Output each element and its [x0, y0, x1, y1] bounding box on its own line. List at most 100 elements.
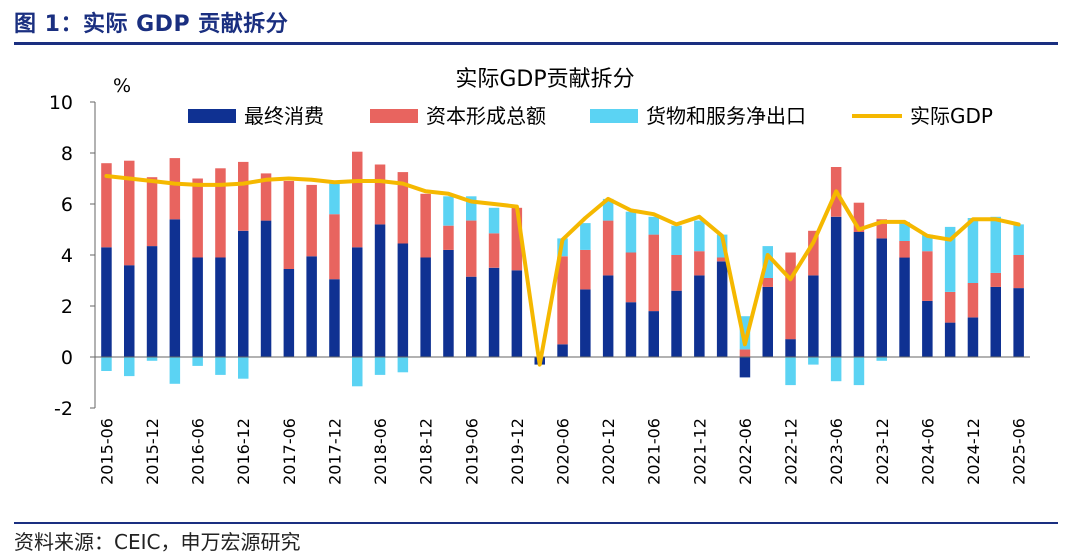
x-tick-label: 2015-12 [143, 418, 162, 485]
net-exports-bar [739, 316, 751, 350]
x-tick-label: 2017-12 [325, 418, 344, 485]
y-tick-label: -2 [54, 398, 73, 420]
y-tick-label: 2 [61, 296, 73, 318]
net-exports-bar [694, 220, 705, 252]
x-tick-label: 2019-06 [462, 418, 481, 485]
capital-formation-bar [146, 177, 158, 247]
capital-formation-bar [922, 251, 933, 301]
net-exports-bar [192, 357, 203, 366]
consumption-bar [374, 224, 386, 357]
net-exports-bar [101, 357, 112, 371]
net-exports-bar [329, 183, 340, 215]
consumption-bar [101, 247, 112, 357]
capital-formation-bar [420, 193, 431, 258]
x-tick-label: 2022-06 [736, 418, 755, 485]
y-tick-label: 0 [61, 347, 73, 369]
y-tick-label: 8 [61, 143, 73, 165]
legend-net-exports-label: 货物和服务净出口 [646, 104, 806, 128]
capital-formation-bar [990, 272, 1001, 287]
x-tick-label: 2021-06 [645, 418, 664, 485]
x-tick-label: 2018-12 [417, 418, 436, 485]
consumption-bar [511, 270, 523, 357]
capital-formation-bar [785, 252, 796, 340]
capital-formation-bar [488, 233, 500, 268]
net-exports-bar [238, 357, 249, 379]
consumption-bar [671, 290, 682, 357]
gdp-contribution-chart: -2 0 2 4 6 8 10 2015-06 2015-12 2016-06 2016-12 201… [49, 67, 1030, 485]
net-exports-bar [967, 218, 979, 283]
consumption-bar [830, 216, 842, 358]
capital-formation-bar [238, 161, 249, 231]
capital-formation-bar [648, 234, 659, 312]
legend-consumption-swatch [188, 109, 236, 123]
x-tick-label: 2018-06 [371, 418, 390, 485]
capital-formation-bar [876, 219, 887, 239]
x-tick-label: 2016-12 [234, 418, 253, 485]
capital-formation-bar [762, 278, 773, 287]
y-tick-label: 6 [61, 194, 73, 216]
net-exports-bar [397, 357, 409, 373]
consumption-bar [808, 275, 819, 357]
x-tick-label: 2021-12 [690, 418, 709, 485]
capital-formation-bar [443, 225, 454, 250]
consumption-bar [306, 256, 317, 357]
net-exports-bar [580, 223, 591, 250]
net-exports-bar [808, 357, 819, 365]
x-tick-label: 2019-12 [508, 418, 527, 485]
y-tick-label: 4 [61, 245, 73, 267]
x-tick-label: 2024-12 [964, 418, 983, 485]
net-exports-bar [169, 357, 181, 384]
net-exports-bar [648, 216, 659, 235]
net-exports-bar [374, 357, 386, 375]
x-tick-label: 2025-06 [1010, 418, 1029, 485]
capital-formation-bar [580, 249, 591, 290]
legend-net-exports-swatch [590, 109, 638, 123]
legend-consumption-label: 最终消费 [244, 104, 324, 128]
capital-formation-bar [306, 184, 317, 257]
net-exports-bar [990, 216, 1001, 273]
consumption-bar [557, 344, 568, 358]
capital-formation-bar [466, 220, 477, 277]
x-tick-label: 2020-12 [599, 418, 618, 485]
net-exports-bar [602, 198, 614, 221]
consumption-bar [716, 261, 728, 357]
consumption-bar [694, 275, 705, 357]
net-exports-bar [944, 226, 956, 292]
net-exports-bar [443, 196, 454, 226]
consumption-bar [329, 279, 340, 357]
consumption-bar [625, 302, 637, 357]
consumption-bar [739, 357, 751, 378]
footer-rule [14, 522, 1058, 524]
net-exports-bar [466, 196, 477, 221]
x-tick-label: 2024-06 [918, 418, 937, 485]
consumption-bar [488, 267, 500, 358]
net-exports-bar [146, 357, 158, 361]
capital-formation-bar [739, 349, 751, 357]
consumption-bar [1013, 288, 1024, 357]
capital-formation-bar [101, 163, 112, 248]
capital-formation-bar [625, 252, 637, 303]
consumption-bar [785, 339, 796, 357]
capital-formation-bar [283, 181, 295, 269]
consumption-bar [876, 238, 887, 357]
consumption-bar [260, 220, 272, 357]
capital-formation-bar [260, 173, 272, 221]
axes-layer: -2 0 2 4 6 8 10 2015-06 2015-12 2016-06 2016-12 201… [49, 92, 1030, 485]
net-exports-bar [215, 357, 226, 375]
bar-layer [101, 151, 1024, 387]
consumption-bar [853, 232, 865, 357]
net-exports-bar [922, 234, 933, 252]
consumption-bar [124, 265, 135, 357]
net-exports-bar [124, 357, 135, 377]
net-exports-bar [671, 225, 682, 255]
consumption-bar [762, 286, 773, 357]
capital-formation-bar [557, 256, 568, 345]
consumption-bar [215, 257, 226, 357]
x-tick-label: 2016-06 [189, 418, 208, 485]
consumption-bar [192, 257, 203, 357]
capital-formation-bar [1013, 255, 1024, 289]
net-exports-bar [785, 357, 796, 386]
consumption-bar [648, 311, 659, 357]
legend-capital-formation-swatch [370, 109, 418, 123]
capital-formation-bar [374, 164, 386, 225]
